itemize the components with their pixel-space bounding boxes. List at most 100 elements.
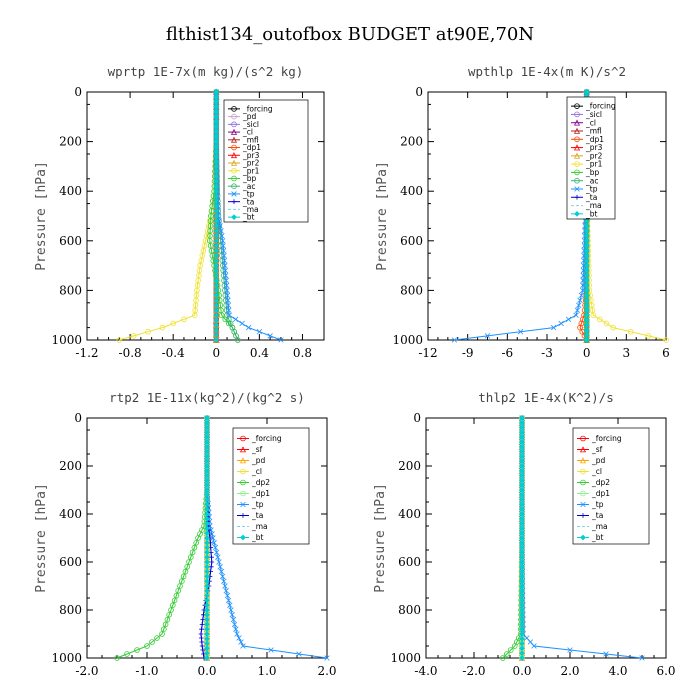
data-point — [239, 320, 245, 327]
data-point — [233, 626, 239, 632]
data-point — [221, 578, 227, 584]
y-tick-label: 200 — [398, 459, 421, 473]
legend-box — [223, 99, 309, 223]
series-dp2 — [114, 415, 210, 661]
y-tick-label: 1000 — [392, 333, 423, 347]
y-tick-label: 200 — [59, 459, 82, 473]
series-line — [116, 418, 208, 659]
legend-entry: _cl — [585, 118, 596, 127]
legend-marker — [239, 457, 247, 464]
data-point — [590, 312, 597, 319]
y-tick-label: 0 — [413, 411, 421, 425]
data-point — [182, 568, 189, 575]
data-point — [164, 616, 171, 623]
data-point — [610, 324, 616, 331]
legend-marker — [231, 183, 237, 190]
x-tick-label: -6 — [501, 346, 513, 360]
legend-entry: _mfl — [242, 135, 259, 144]
data-point — [200, 647, 206, 653]
legend-marker — [231, 144, 237, 151]
data-point — [627, 328, 634, 335]
legend-entry: _dp1 — [242, 143, 261, 152]
data-point — [222, 267, 229, 274]
legend-entry: _bp — [585, 168, 600, 177]
panel-title: rtp2 1E-11x(kg^2)/(kg^2 s) — [109, 390, 305, 405]
data-point — [225, 302, 232, 308]
data-point — [603, 651, 609, 657]
data-point — [186, 559, 192, 565]
data-point — [145, 328, 151, 335]
data-point — [149, 639, 155, 645]
data-point — [220, 238, 226, 244]
legend-marker — [230, 136, 238, 143]
data-point — [581, 257, 587, 264]
legend-entry: _pr3 — [242, 151, 260, 160]
data-point — [130, 333, 137, 339]
data-point — [212, 544, 219, 551]
legend-marker — [240, 534, 246, 541]
panels: wprtp 1E-7x(m kg)/(s^2 kg) Pressure [hPa]… — [34, 64, 676, 678]
x-tick-label: -0.8 — [119, 346, 142, 360]
legend-entry: _ma — [251, 522, 268, 531]
legend-entry: _bp — [242, 174, 257, 183]
y-tick-label: 400 — [398, 507, 421, 521]
data-point — [580, 272, 586, 279]
legend-marker — [579, 457, 587, 464]
y-tick-label: 800 — [59, 603, 82, 617]
legend-entry: _ma — [591, 522, 608, 531]
data-point — [177, 583, 183, 589]
data-point — [217, 223, 223, 229]
data-point — [484, 333, 491, 339]
data-point — [223, 588, 229, 594]
data-point — [217, 564, 223, 570]
legend-marker — [574, 161, 580, 167]
data-point — [170, 602, 176, 608]
data-point — [226, 307, 232, 313]
data-point — [580, 267, 587, 274]
legend-entry: _bt — [585, 209, 598, 218]
legend-entry: _cl — [591, 467, 602, 476]
legend-marker — [580, 513, 586, 518]
data-point — [550, 324, 557, 331]
x-tick-label: 3 — [623, 346, 631, 360]
series-line — [502, 418, 523, 659]
legend-marker — [580, 435, 586, 442]
data-point — [220, 248, 227, 254]
legend-marker — [231, 175, 237, 182]
x-tick-label: 0 — [212, 346, 220, 360]
legend-entry: _sicl — [585, 110, 602, 119]
series-bt — [519, 415, 525, 661]
data-point — [576, 302, 582, 308]
legend-marker — [231, 167, 237, 174]
y-tick-label: 200 — [400, 135, 423, 149]
data-point — [221, 257, 228, 264]
legend-marker — [240, 468, 246, 475]
legend-marker — [580, 534, 586, 541]
data-point — [567, 647, 573, 653]
series-bt — [204, 415, 210, 661]
legend-marker — [573, 127, 581, 134]
legend-entry: _pd — [591, 456, 606, 465]
x-tick-label: 2.0 — [317, 664, 336, 678]
y-tick-label: 800 — [59, 283, 82, 297]
legend-marker — [573, 144, 581, 151]
data-point — [278, 337, 284, 343]
panel-title: wpthlp 1E-4x(m K)/s^2 — [468, 64, 626, 79]
data-point — [210, 535, 216, 541]
data-point — [213, 549, 220, 556]
y-tick-label: 400 — [400, 184, 423, 198]
data-point — [517, 329, 524, 335]
data-point — [221, 252, 227, 259]
data-point — [583, 337, 590, 343]
panel-title: wprtp 1E-7x(m kg)/(s^2 kg) — [108, 64, 304, 79]
legend-marker — [240, 501, 246, 508]
data-point — [114, 655, 120, 661]
data-point — [199, 643, 205, 649]
legend-marker — [574, 136, 580, 143]
data-point — [236, 635, 242, 641]
legend-entry: _dp1 — [251, 489, 270, 498]
legend-entry: _bt — [242, 213, 255, 222]
y-tick-label: 600 — [400, 234, 423, 248]
data-point — [199, 639, 205, 645]
data-point — [645, 333, 652, 339]
